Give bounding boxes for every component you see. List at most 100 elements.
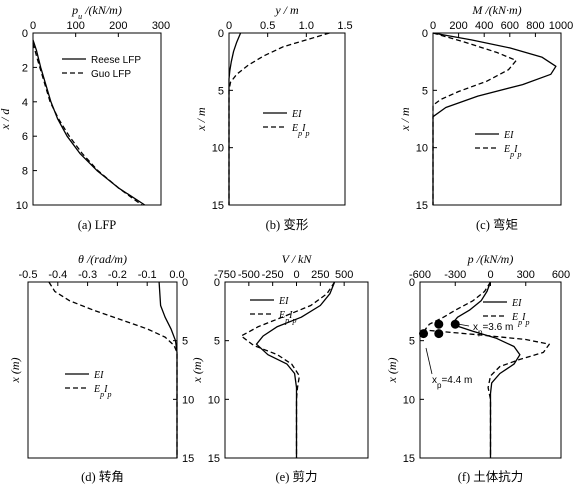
x-tick-label: -300 — [444, 269, 466, 281]
chart-panel-a: 0 100 200 300 0 2 4 6 8 10 pu /(kN/m) x / d Reese LF… — [0, 3, 170, 232]
plot-frame — [432, 32, 562, 206]
x-tick-label: 0 — [30, 20, 36, 32]
y-tick-label: 5 — [214, 336, 220, 348]
annotation-leader — [451, 322, 470, 327]
y-tick-label: 10 — [208, 394, 220, 406]
x-tick-label: -0.1 — [138, 269, 157, 281]
x-tick-label: 200 — [109, 20, 127, 32]
chart-panel-c: 0 200 400 600 800 1000 0 5 10 15 M /(kN·m) x / m EI E… — [398, 3, 573, 232]
series-line-ei — [255, 281, 336, 458]
x-tick-label: -0.2 — [108, 269, 127, 281]
y-axis-title: x (m) — [190, 358, 204, 384]
x-axis-title: V / kN — [282, 252, 313, 266]
legend-label: EI — [511, 298, 522, 309]
data-point-marker — [434, 329, 444, 339]
legend-label: Guo LFP — [91, 69, 131, 80]
series-line-epip — [48, 281, 178, 458]
x-tick-label: 0 — [226, 20, 232, 32]
y-tick-label: 15 — [212, 200, 224, 212]
series-line-epip — [424, 281, 550, 458]
y-tick-label: 10 — [212, 143, 224, 155]
y-tick-label: 10 — [182, 394, 194, 406]
chart-panel-b: 0 0.5 1.0 1.5 0 5 10 15 y / m x / m EI EpIp (b) 变形 — [194, 3, 353, 232]
x-tick-label: 1.5 — [337, 20, 352, 32]
x-tick-label: 0 — [430, 20, 436, 32]
series-line-epip — [432, 32, 517, 205]
legend-label: EpIp — [291, 123, 309, 138]
legend-label: EpIp — [93, 384, 111, 399]
x-tick-label: 1.0 — [299, 20, 314, 32]
panel-caption: (a) LFP — [78, 218, 117, 232]
y-tick-label: 15 — [403, 453, 415, 465]
annotation-label: xp=4.4 m — [432, 375, 472, 390]
x-tick-label: 600 — [552, 269, 570, 281]
x-tick-label: -250 — [262, 269, 284, 281]
plot-frame — [32, 32, 162, 206]
y-tick-label: 10 — [16, 200, 28, 212]
x-tick-label: 0 — [487, 269, 493, 281]
series-line-ei — [228, 32, 242, 205]
x-tick-label: 0.5 — [260, 20, 275, 32]
y-tick-label: 0 — [218, 28, 224, 40]
y-tick-label: 6 — [22, 131, 28, 143]
x-tick-label: 1000 — [549, 20, 573, 32]
x-tick-label: -500 — [238, 269, 260, 281]
y-tick-label: 10 — [403, 394, 415, 406]
annotation-label: xp=3.6 m — [473, 322, 513, 337]
y-tick-label: 5 — [218, 85, 224, 97]
legend-label: EI — [291, 109, 302, 120]
panel-caption: (d) 转角 — [81, 469, 124, 484]
legend-label: EpIp — [503, 144, 521, 159]
x-tick-label: 500 — [335, 269, 353, 281]
x-tick-label: 0.0 — [169, 269, 184, 281]
legend-label: EpIp — [511, 312, 529, 327]
y-axis-title: x / m — [398, 107, 412, 132]
y-tick-label: 5 — [422, 85, 428, 97]
legend-label: EI — [503, 130, 514, 141]
series-line-ei — [432, 32, 557, 205]
y-tick-label: 0 — [22, 28, 28, 40]
data-point-marker — [419, 329, 429, 339]
y-tick-label: 0 — [182, 277, 188, 289]
data-point-marker — [434, 319, 444, 329]
y-tick-label: 15 — [182, 453, 194, 465]
x-tick-label: 300 — [152, 20, 170, 32]
y-axis-title: x (m) — [385, 358, 399, 384]
x-axis-title: M /(kN·m) — [471, 3, 521, 17]
y-tick-label: 10 — [416, 143, 428, 155]
panel-caption: (f) 土体抗力 — [458, 469, 524, 484]
series-line-epip — [240, 281, 336, 458]
y-tick-label: 15 — [208, 453, 220, 465]
chart-panel-f: -600 -300 0 300 600 0 5 10 15 p /(kN/m) x (m) xp=3.… — [385, 252, 570, 484]
y-tick-label: 5 — [182, 336, 188, 348]
data-point-marker — [450, 319, 460, 329]
x-axis-title: y / m — [274, 3, 299, 17]
y-tick-label: 2 — [22, 62, 28, 74]
y-tick-label: 4 — [22, 97, 28, 109]
x-tick-label: 250 — [311, 269, 329, 281]
x-axis-title: pu /(kN/m) — [71, 3, 122, 21]
panel-caption: (b) 变形 — [266, 217, 309, 232]
annotation-leader — [425, 347, 433, 375]
x-tick-label: -0.3 — [78, 269, 97, 281]
x-tick-label: -0.5 — [19, 269, 38, 281]
panel-caption: (e) 剪力 — [276, 469, 318, 484]
series-line-ei — [158, 281, 178, 458]
y-tick-label: 0 — [214, 277, 220, 289]
legend-label: EI — [278, 296, 289, 307]
y-tick-label: 8 — [22, 166, 28, 178]
y-tick-label: 5 — [409, 336, 415, 348]
chart-panel-e: -750 -500 -250 0 250 500 0 5 10 15 V / kN x (m) EI Ep… — [190, 252, 369, 484]
series-line-guo-lfp — [32, 43, 143, 206]
y-axis-title: x / m — [194, 107, 208, 132]
chart-panel-d: -0.5 -0.4 -0.3 -0.2 -0.1 0.00 5 10 15 θ /(rad/m) x… — [8, 252, 194, 484]
x-tick-label: -600 — [409, 269, 431, 281]
x-tick-label: 100 — [66, 20, 84, 32]
x-tick-label: -750 — [214, 269, 236, 281]
y-tick-label: 0 — [422, 28, 428, 40]
x-tick-label: 600 — [501, 20, 519, 32]
series-line-ei — [451, 281, 521, 458]
x-tick-label: 400 — [475, 20, 493, 32]
x-axis-title: p /(kN/m) — [467, 252, 514, 266]
